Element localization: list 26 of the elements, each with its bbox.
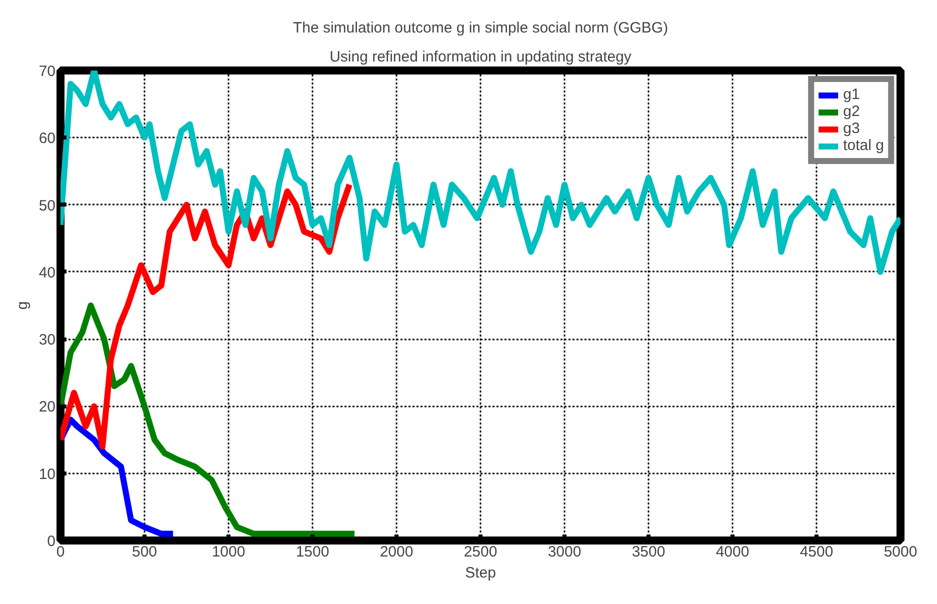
x-tick-label: 1000 xyxy=(212,544,246,560)
y-axis-title: g xyxy=(14,301,31,310)
legend-label: g1 xyxy=(843,86,861,103)
legend-label: g2 xyxy=(843,103,861,120)
chart-subtitle: Using refined information in updating strategy xyxy=(330,48,632,66)
x-tick-label: 4000 xyxy=(716,544,750,560)
y-tick-label: 10 xyxy=(38,466,56,483)
x-tick-label: 2000 xyxy=(380,544,414,560)
y-tick-label: 30 xyxy=(38,332,56,349)
legend-label: g3 xyxy=(843,120,861,137)
x-tick-label: 2500 xyxy=(464,544,498,560)
legend-label: total g xyxy=(843,137,884,154)
x-tick-label: 5000 xyxy=(884,544,918,560)
y-tick-label: 60 xyxy=(38,130,56,148)
x-axis-title: Step xyxy=(465,564,496,582)
x-tick-label: 500 xyxy=(132,544,158,560)
y-tick-label: 0 xyxy=(47,533,56,550)
x-tick-label: 1500 xyxy=(296,544,330,560)
x-tick-label: 4500 xyxy=(800,544,834,560)
y-tick-label: 20 xyxy=(38,398,56,416)
chart-title: The simulation outcome g in simple social norm (GGBG) xyxy=(292,20,668,36)
x-tick-label: 3500 xyxy=(632,544,666,560)
y-tick-label: 40 xyxy=(38,264,56,282)
y-tick-label: 70 xyxy=(38,63,56,80)
y-tick-label: 50 xyxy=(38,197,56,214)
x-tick-label: 3000 xyxy=(548,544,582,560)
